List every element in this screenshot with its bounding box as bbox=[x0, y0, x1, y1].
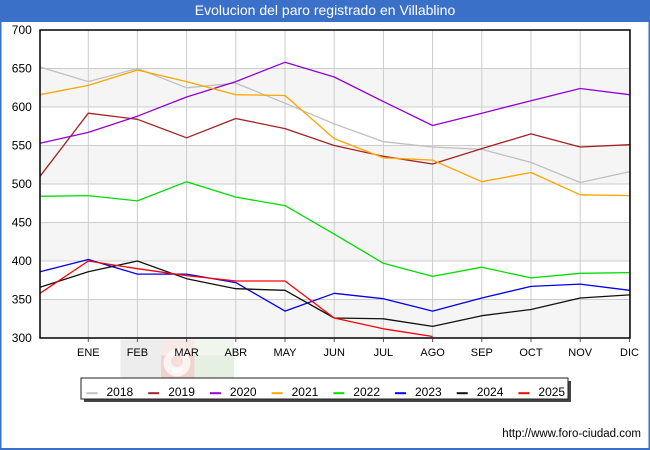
svg-text:DIC: DIC bbox=[620, 347, 639, 359]
svg-text:OCT: OCT bbox=[519, 347, 543, 359]
svg-text:300: 300 bbox=[12, 331, 32, 345]
svg-text:2023: 2023 bbox=[415, 385, 442, 399]
svg-text:FEB: FEB bbox=[127, 347, 148, 359]
svg-text:550: 550 bbox=[12, 139, 32, 153]
svg-text:2025: 2025 bbox=[538, 385, 565, 399]
svg-text:MAR: MAR bbox=[174, 347, 199, 359]
svg-text:SEP: SEP bbox=[471, 347, 493, 359]
svg-text:600: 600 bbox=[12, 100, 32, 114]
svg-text:MAY: MAY bbox=[273, 347, 297, 359]
svg-text:NOV: NOV bbox=[568, 347, 593, 359]
svg-text:700: 700 bbox=[12, 23, 32, 37]
svg-text:450: 450 bbox=[12, 216, 32, 230]
svg-text:2022: 2022 bbox=[353, 385, 380, 399]
svg-text:JUN: JUN bbox=[324, 347, 345, 359]
svg-text:Evolucion del paro registrado: Evolucion del paro registrado en Villabl… bbox=[195, 2, 456, 18]
svg-text:ENE: ENE bbox=[77, 347, 100, 359]
svg-text:AGO: AGO bbox=[420, 347, 445, 359]
svg-text:ABR: ABR bbox=[224, 347, 247, 359]
svg-text:2018: 2018 bbox=[107, 385, 134, 399]
svg-text:2019: 2019 bbox=[168, 385, 195, 399]
svg-text:http://www.foro-ciudad.com: http://www.foro-ciudad.com bbox=[502, 428, 641, 440]
svg-text:JUL: JUL bbox=[374, 347, 394, 359]
svg-text:2024: 2024 bbox=[477, 385, 504, 399]
svg-text:650: 650 bbox=[12, 62, 32, 76]
svg-text:2020: 2020 bbox=[230, 385, 257, 399]
svg-text:2021: 2021 bbox=[292, 385, 319, 399]
svg-text:500: 500 bbox=[12, 177, 32, 191]
svg-text:350: 350 bbox=[12, 293, 32, 307]
svg-text:400: 400 bbox=[12, 254, 32, 268]
